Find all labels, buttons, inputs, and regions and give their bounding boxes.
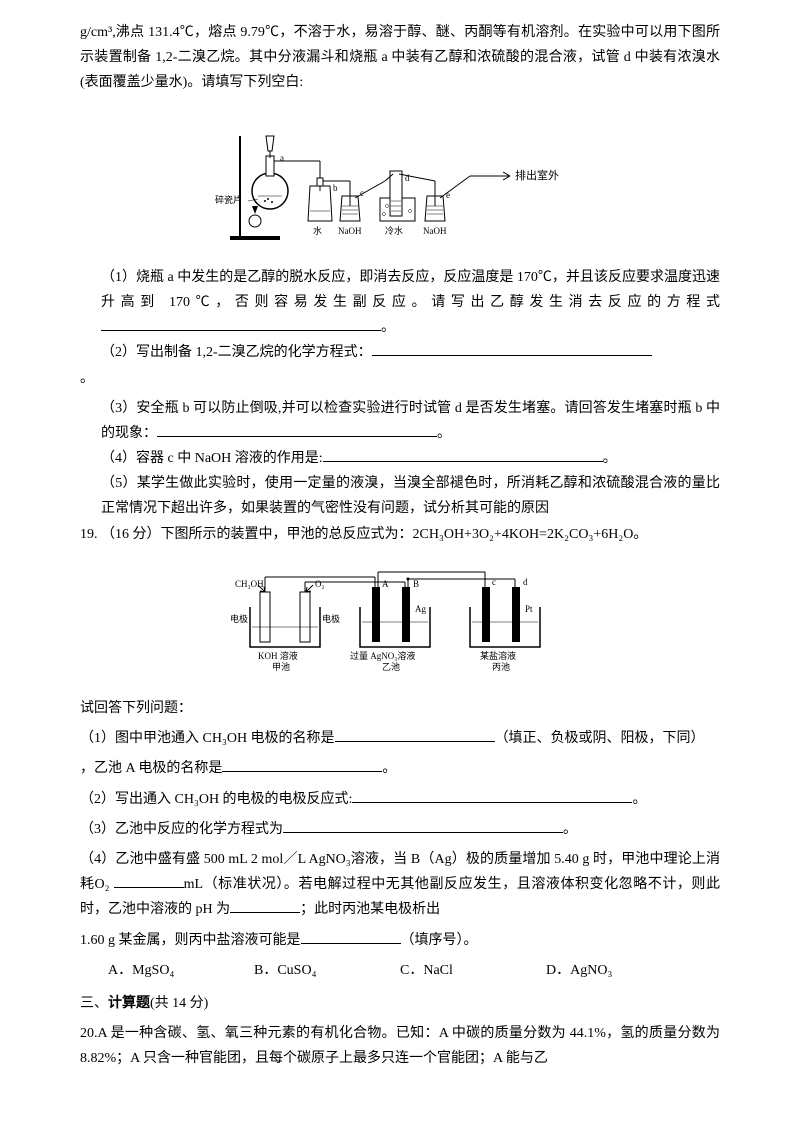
question-20: 20.A 是一种含碳、氢、氧三种元素的有机化合物。已知：A 中碳的质量分数为 4…	[80, 1021, 720, 1071]
question-1: （1）烧瓶 a 中发生的是乙醇的脱水反应，即消去反应，反应温度是 170℃，并且…	[101, 265, 720, 341]
q1-suffix: 。	[381, 320, 395, 335]
q19-4-blank2[interactable]	[230, 898, 300, 913]
q19-header-text: 19. （16 分）下图所示的装置中，甲池的总反应式为：2CH₃OH+3O₂+4…	[80, 527, 647, 542]
q4-text: （4）容器 c 中 NaOH 溶液的作用是:	[101, 451, 323, 466]
choice-a[interactable]: A．MgSO₄	[108, 958, 254, 983]
q19-4: （4）乙池中盛有盛 500 mL 2 mol／L AgNO₃溶液，当 B（Ag）…	[80, 847, 720, 923]
d2-pool3: 丙池	[492, 661, 510, 672]
label-naoh2: NaOH	[423, 226, 447, 236]
q2-blank[interactable]	[372, 341, 652, 356]
q2-text: （2）写出制备 1,2-二溴乙烷的化学方程式：	[101, 345, 372, 360]
answer-header: 试回答下列问题：	[80, 696, 720, 721]
choice-d[interactable]: D．AgNO₃	[546, 958, 692, 983]
q4-suffix: 。	[603, 451, 617, 466]
q19-4-blank3[interactable]	[301, 928, 401, 943]
d2-ag: Ag	[415, 604, 426, 614]
apparatus-diagram-2: CH₃OH O₂ 电极 电极 KOH 溶液 甲池 A B Ag 过量 AgNO₃…	[230, 557, 570, 677]
diagram2-container: CH₃OH O₂ 电极 电极 KOH 溶液 甲池 A B Ag 过量 AgNO₃…	[80, 557, 720, 686]
q19-1b: ，乙池 A 电极的名称是。	[80, 756, 720, 781]
q2-suffix-line: 。	[80, 366, 720, 391]
d2-d: d	[523, 577, 528, 587]
label-coldwater: 冷水	[385, 225, 403, 236]
d2-electrode2: 电极	[322, 613, 340, 624]
label-b: b	[333, 183, 338, 193]
q1-blank[interactable]	[101, 316, 381, 331]
q19-2-blank[interactable]	[352, 787, 632, 802]
d2-salt: 某盐溶液	[480, 650, 516, 661]
choice-b[interactable]: B．CuSO₄	[254, 958, 400, 983]
d2-c: c	[492, 577, 496, 587]
q20-text: 20.A 是一种含碳、氢、氧三种元素的有机化合物。已知：A 中碳的质量分数为 4…	[80, 1026, 720, 1066]
label-naoh1: NaOH	[338, 226, 362, 236]
label-water: 水	[313, 225, 322, 236]
q19-4b: 1.60 g 某金属，则丙中盐溶液可能是（填序号）。	[80, 928, 720, 953]
intro-text: g/cm³,沸点 131.4℃，熔点 9.79℃，不溶于水，易溶于醇、醚、丙酮等…	[80, 25, 720, 90]
q19-3: （3）乙池中反应的化学方程式为。	[80, 817, 720, 842]
q4-blank[interactable]	[323, 447, 603, 462]
q19-1-blank2[interactable]	[222, 757, 382, 772]
d2-electrode1: 电极	[230, 613, 248, 624]
q19-4-blank1[interactable]	[114, 873, 184, 888]
d2-pt: Pt	[525, 604, 533, 614]
question-5: （5）某学生做此实验时，使用一定量的液溴，当溴全部褪色时，所消耗乙醇和浓硫酸混合…	[101, 471, 720, 521]
question-3: （3）安全瓶 b 可以防止倒吸,并可以检查实验进行时试管 d 是否发生堵塞。请回…	[101, 396, 720, 446]
q19-1-blank1[interactable]	[335, 727, 495, 742]
apparatus-diagram-1: a 碎瓷片 b 水 c NaOH	[210, 106, 590, 246]
section-3-title: 三、计算题(共 14 分)	[80, 991, 720, 1016]
d2-pool1: 甲池	[272, 661, 290, 672]
choices-row: A．MgSO₄ B．CuSO₄ C．NaCl D．AgNO₃	[108, 958, 692, 983]
q3-blank[interactable]	[157, 421, 437, 436]
section-3-bold: 计算题	[108, 996, 150, 1011]
q3-suffix: 。	[437, 426, 451, 441]
d2-ch3oh: CH₃OH	[235, 579, 264, 589]
label-ceramic: 碎瓷片	[215, 194, 242, 205]
d2-o2: O₂	[315, 579, 325, 589]
q5-text: （5）某学生做此实验时，使用一定量的液溴，当溴全部褪色时，所消耗乙醇和浓硫酸混合…	[101, 476, 720, 516]
q19-2: （2）写出通入 CH₃OH 的电极的电极反应式:。	[80, 787, 720, 812]
d2-a: A	[382, 579, 389, 589]
question-2: （2）写出制备 1,2-二溴乙烷的化学方程式：	[101, 340, 720, 365]
diagram1-container: a 碎瓷片 b 水 c NaOH	[80, 106, 720, 255]
question-19-header: 19. （16 分）下图所示的装置中，甲池的总反应式为：2CH₃OH+3O₂+4…	[80, 522, 720, 547]
label-exhaust: 排出室外	[515, 168, 559, 182]
d2-b: B	[413, 579, 419, 589]
q19-1: （1）图中甲池通入 CH₃OH 电极的名称是（填正、负极或阴、阳极，下同）	[80, 726, 720, 751]
d2-pool2: 乙池	[382, 661, 400, 672]
question-4: （4）容器 c 中 NaOH 溶液的作用是: 。	[101, 446, 720, 471]
choice-c[interactable]: C．NaCl	[400, 958, 546, 983]
d2-koh: KOH 溶液	[258, 650, 298, 661]
intro-paragraph: g/cm³,沸点 131.4℃，熔点 9.79℃，不溶于水，易溶于醇、醚、丙酮等…	[80, 20, 720, 96]
d2-agno3: 过量 AgNO₃溶液	[350, 650, 415, 661]
q1-text: （1）烧瓶 a 中发生的是乙醇的脱水反应，即消去反应，反应温度是 170℃，并且…	[101, 270, 720, 310]
q19-3-blank[interactable]	[283, 817, 563, 832]
label-d: d	[405, 173, 410, 183]
